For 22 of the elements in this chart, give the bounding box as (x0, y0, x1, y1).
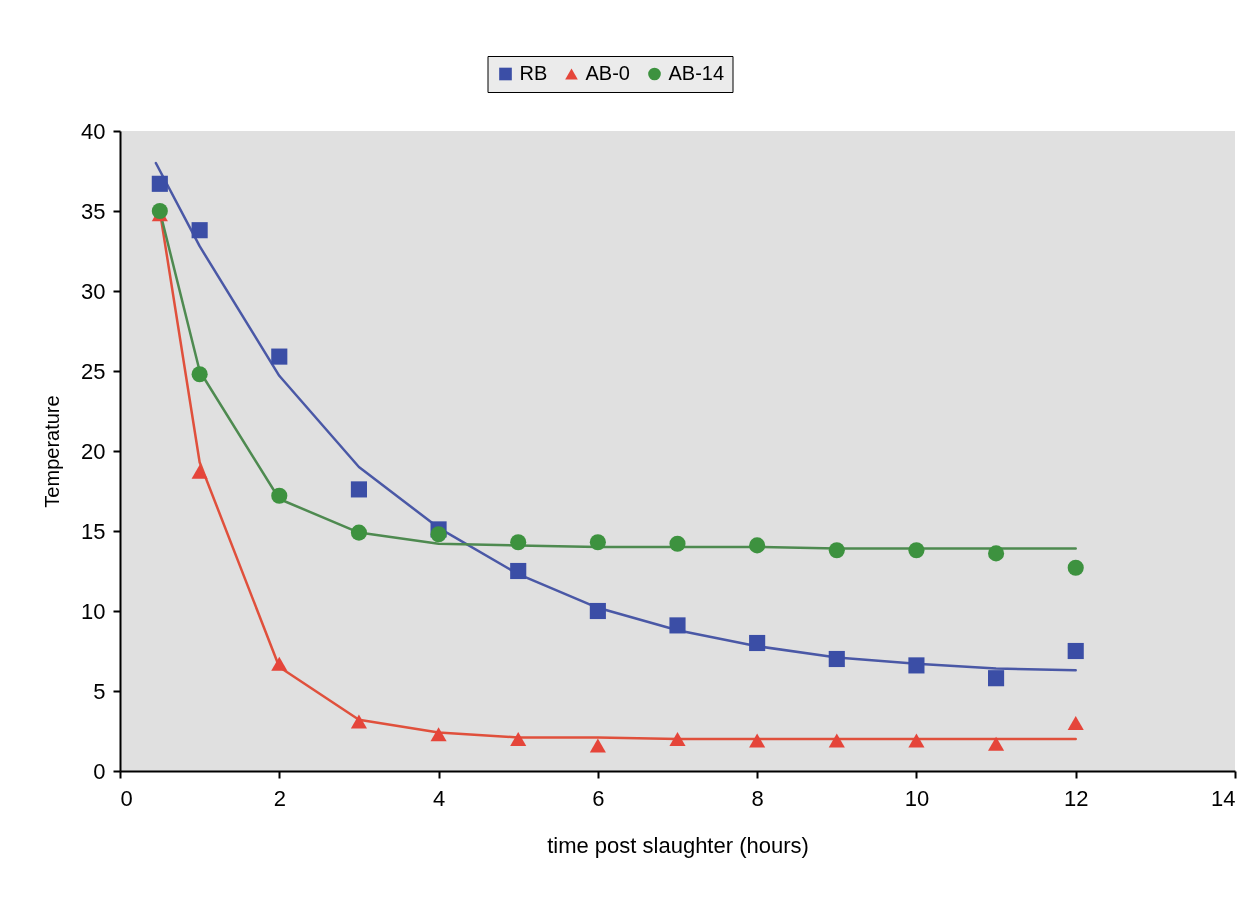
x-tick-label: 2 (273, 785, 286, 811)
legend-label: AB-14 (668, 62, 725, 84)
y-tick-label: 30 (81, 278, 106, 304)
x-tick-label: 10 (904, 785, 930, 811)
x-tick-label: 0 (120, 785, 133, 811)
legend-label: AB-0 (585, 62, 630, 84)
y-axis-title: Temperature (41, 395, 64, 508)
y-tick-label: 40 (81, 118, 106, 144)
y-tick-label: 20 (81, 438, 106, 464)
legend-label: RB (519, 62, 548, 84)
x-axis-title: time post slaughter (hours) (547, 832, 809, 858)
y-tick-label: 5 (93, 678, 106, 704)
y-tick-label: 25 (81, 358, 106, 384)
y-tick-label: 10 (81, 598, 106, 624)
x-tick-label: 14 (1211, 785, 1236, 811)
x-tick-label: 6 (592, 785, 605, 811)
x-tick-label: 4 (432, 785, 446, 811)
y-tick-label: 15 (81, 518, 106, 544)
y-tick-label: 0 (93, 758, 106, 784)
y-tick-label: 35 (81, 198, 106, 224)
x-tick-label: 8 (751, 785, 764, 811)
x-tick-label: 12 (1063, 785, 1089, 811)
